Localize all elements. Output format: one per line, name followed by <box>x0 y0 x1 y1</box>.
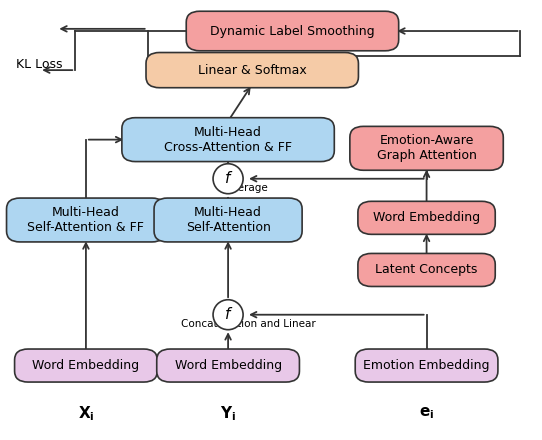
FancyBboxPatch shape <box>358 253 495 286</box>
Text: Word Embedding: Word Embedding <box>373 211 480 224</box>
Text: Multi-Head
Self-Attention: Multi-Head Self-Attention <box>186 206 270 234</box>
Text: Concatenation and Linear: Concatenation and Linear <box>181 319 316 329</box>
Text: Emotion-Aware
Graph Attention: Emotion-Aware Graph Attention <box>377 134 476 162</box>
Text: Word Embedding: Word Embedding <box>33 359 139 372</box>
FancyBboxPatch shape <box>15 349 157 382</box>
FancyBboxPatch shape <box>7 198 165 242</box>
FancyBboxPatch shape <box>146 52 358 88</box>
Text: Multi-Head
Cross-Attention & FF: Multi-Head Cross-Attention & FF <box>164 126 292 154</box>
FancyBboxPatch shape <box>157 349 299 382</box>
FancyBboxPatch shape <box>350 126 504 170</box>
Ellipse shape <box>213 300 243 330</box>
Text: f: f <box>225 307 231 322</box>
Text: $\mathbf{Y_i}$: $\mathbf{Y_i}$ <box>220 404 236 423</box>
FancyBboxPatch shape <box>186 11 399 51</box>
Text: $\mathbf{X_i}$: $\mathbf{X_i}$ <box>78 404 94 423</box>
FancyBboxPatch shape <box>358 202 495 235</box>
Text: Word Embedding: Word Embedding <box>175 359 282 372</box>
Text: Dynamic Label Smoothing: Dynamic Label Smoothing <box>210 25 375 37</box>
FancyBboxPatch shape <box>355 349 498 382</box>
Text: Average: Average <box>225 183 268 193</box>
Text: Multi-Head
Self-Attention & FF: Multi-Head Self-Attention & FF <box>28 206 144 234</box>
FancyBboxPatch shape <box>154 198 302 242</box>
Text: Linear & Softmax: Linear & Softmax <box>198 64 307 77</box>
Ellipse shape <box>213 164 243 194</box>
Text: KL Loss: KL Loss <box>16 59 62 71</box>
Text: $\mathbf{e_i}$: $\mathbf{e_i}$ <box>419 406 434 421</box>
Text: f: f <box>225 171 231 186</box>
Text: Emotion Embedding: Emotion Embedding <box>363 359 490 372</box>
FancyBboxPatch shape <box>122 117 334 161</box>
Text: Latent Concepts: Latent Concepts <box>376 264 478 276</box>
